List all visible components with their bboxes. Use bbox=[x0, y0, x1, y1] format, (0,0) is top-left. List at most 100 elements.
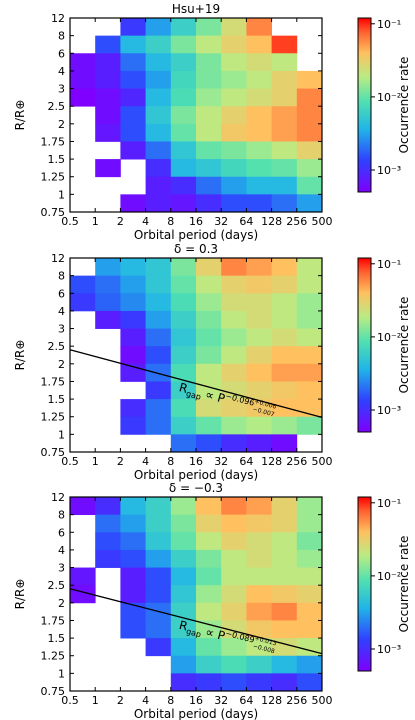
y-tick-label: 12 bbox=[51, 252, 65, 265]
heatmap-cell bbox=[246, 585, 272, 604]
y-tick-label: 1.25 bbox=[41, 411, 66, 424]
heatmap-cell bbox=[246, 194, 272, 213]
heatmap-cell bbox=[221, 514, 247, 533]
heatmap-cell bbox=[120, 141, 146, 160]
heatmap-cell bbox=[271, 363, 298, 382]
heatmap-cell bbox=[296, 88, 323, 107]
heatmap-cell bbox=[120, 497, 146, 516]
x-tick-label: 4 bbox=[142, 455, 149, 468]
heatmap-cell bbox=[271, 88, 298, 107]
heatmap-cell bbox=[170, 655, 197, 674]
heatmap-cell bbox=[120, 275, 146, 294]
x-tick-label: 128 bbox=[261, 215, 282, 228]
heatmap-cell bbox=[145, 88, 172, 107]
heatmap-cell bbox=[221, 567, 247, 586]
heatmap-cell bbox=[271, 293, 298, 312]
y-axis-label: R/R⊕ bbox=[13, 100, 27, 131]
heatmap-cell bbox=[95, 258, 121, 277]
gap-fit-label-part: ∝ P bbox=[200, 386, 226, 406]
heatmap-cell bbox=[271, 399, 298, 418]
x-tick-label: 256 bbox=[286, 694, 307, 707]
heatmap-cell bbox=[221, 328, 247, 347]
heatmap-cell bbox=[296, 310, 323, 329]
heatmap-cell bbox=[196, 275, 222, 294]
x-tick-label: 2 bbox=[117, 455, 124, 468]
heatmap-cell bbox=[246, 159, 272, 178]
heatmap-cell bbox=[170, 123, 197, 142]
y-tick-label: 4 bbox=[58, 65, 65, 78]
heatmap-cell bbox=[296, 638, 323, 657]
heatmap-cell bbox=[271, 328, 298, 347]
heatmap-cell bbox=[296, 416, 323, 435]
heatmap-cell bbox=[196, 53, 222, 72]
heatmap-cell bbox=[145, 141, 172, 160]
gap-fit-label-part: gap bbox=[185, 627, 202, 639]
heatmap-cell bbox=[221, 176, 247, 195]
y-tick-label: 4 bbox=[58, 305, 65, 318]
heatmap-cell bbox=[221, 532, 247, 551]
heatmap-cell bbox=[221, 434, 247, 453]
x-tick-label: 500 bbox=[312, 694, 333, 707]
colorbar-tick-label: 10⁻³ bbox=[377, 404, 401, 417]
heatmap-cell bbox=[246, 328, 272, 347]
heatmap-cell bbox=[271, 655, 298, 674]
x-tick-label: 2 bbox=[117, 215, 124, 228]
x-tick-label: 0.5 bbox=[61, 215, 79, 228]
heatmap-cell bbox=[120, 602, 146, 621]
heatmap-cell bbox=[296, 70, 323, 89]
y-tick-label: 1.25 bbox=[41, 650, 66, 663]
heatmap-cell bbox=[95, 310, 121, 329]
heatmap-cell bbox=[170, 497, 197, 516]
heatmap-cell bbox=[271, 434, 298, 453]
heatmap-cell bbox=[120, 416, 146, 435]
heatmap-cell bbox=[221, 141, 247, 160]
heatmap-cell bbox=[221, 310, 247, 329]
heatmap-cell bbox=[145, 328, 172, 347]
heatmap-cell bbox=[170, 293, 197, 312]
heatmap-cell bbox=[170, 381, 197, 400]
colorbar-tick-label: 10⁻¹ bbox=[377, 258, 401, 271]
heatmap-cell bbox=[120, 123, 146, 142]
heatmap-cell bbox=[95, 275, 121, 294]
heatmap-cell bbox=[221, 293, 247, 312]
heatmap-cell bbox=[196, 88, 222, 107]
gap-fit-label-part: ∝ P bbox=[200, 624, 226, 643]
heatmap-cell bbox=[95, 293, 121, 312]
heatmap-cell bbox=[221, 620, 247, 639]
heatmap-cell bbox=[170, 141, 197, 160]
heatmap-cell bbox=[196, 293, 222, 312]
heatmap-cell bbox=[120, 88, 146, 107]
heatmap-cell bbox=[145, 194, 172, 213]
colorbar-tick-label: 10⁻¹ bbox=[377, 497, 401, 510]
heatmap-cell bbox=[170, 363, 197, 382]
heatmap-cell bbox=[196, 416, 222, 435]
heatmap-cell bbox=[95, 549, 121, 568]
y-tick-label: 1 bbox=[58, 188, 65, 201]
heatmap-cell bbox=[221, 638, 247, 657]
heatmap-cell bbox=[145, 381, 172, 400]
x-tick-label: 32 bbox=[214, 455, 228, 468]
heatmap-cell bbox=[145, 310, 172, 329]
heatmap-cell bbox=[296, 602, 323, 621]
y-tick-label: 2 bbox=[58, 597, 65, 610]
heatmap-cell bbox=[120, 567, 146, 586]
y-tick-label: 12 bbox=[51, 491, 65, 504]
gap-fit-label-part: R bbox=[178, 380, 190, 396]
heatmap-cell bbox=[170, 18, 197, 37]
heatmap-cell bbox=[170, 434, 197, 453]
heatmap-cell bbox=[271, 106, 298, 125]
heatmap-cell bbox=[246, 293, 272, 312]
heatmap-cell bbox=[246, 70, 272, 89]
y-tick-label: 6 bbox=[58, 287, 65, 300]
heatmap-cell bbox=[120, 585, 146, 604]
y-tick-label: 1 bbox=[58, 667, 65, 680]
heatmap-cell bbox=[120, 310, 146, 329]
heatmap-cell bbox=[170, 514, 197, 533]
heatmap-cell bbox=[246, 53, 272, 72]
panel-1: 0.5 1 2 4 8 16 32 64 128 256 5000.7511.251.51.7522… bbox=[13, 2, 411, 242]
x-tick-label: 64 bbox=[239, 215, 253, 228]
gap-fit-label-part: R bbox=[178, 618, 190, 634]
heatmap-cell bbox=[271, 258, 298, 277]
y-tick-label: 2 bbox=[58, 358, 65, 371]
